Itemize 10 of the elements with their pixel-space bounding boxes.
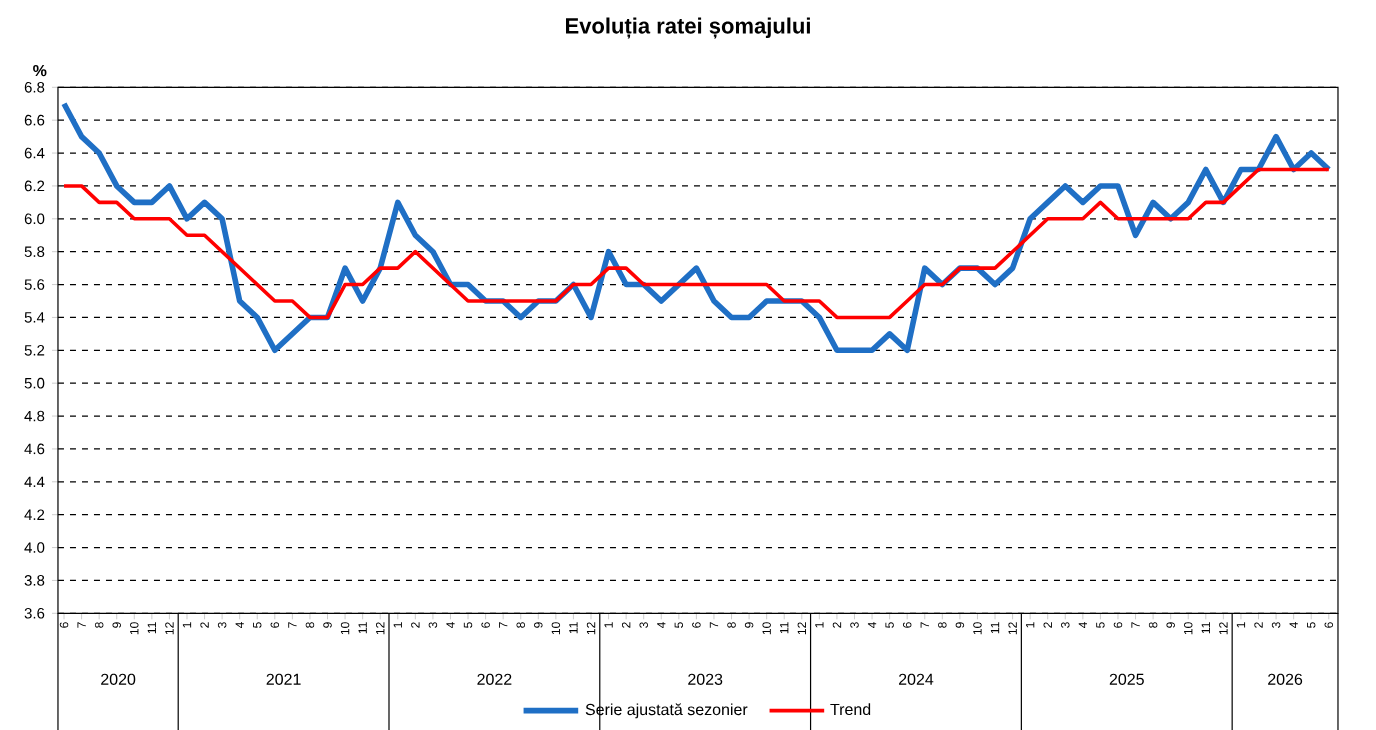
text: 2024 — [898, 673, 934, 685]
text: 2022 — [477, 673, 512, 685]
y-axis-title: % — [33, 64, 47, 77]
text: 2020 — [101, 673, 136, 685]
text: 2026 — [1268, 673, 1303, 685]
text: 2025 — [1109, 673, 1144, 685]
legend-label: Trend — [830, 703, 871, 716]
text: 2021 — [266, 673, 301, 685]
chart-title: Evoluția ratei șomajului — [566, 17, 810, 39]
text: 2023 — [688, 673, 723, 685]
